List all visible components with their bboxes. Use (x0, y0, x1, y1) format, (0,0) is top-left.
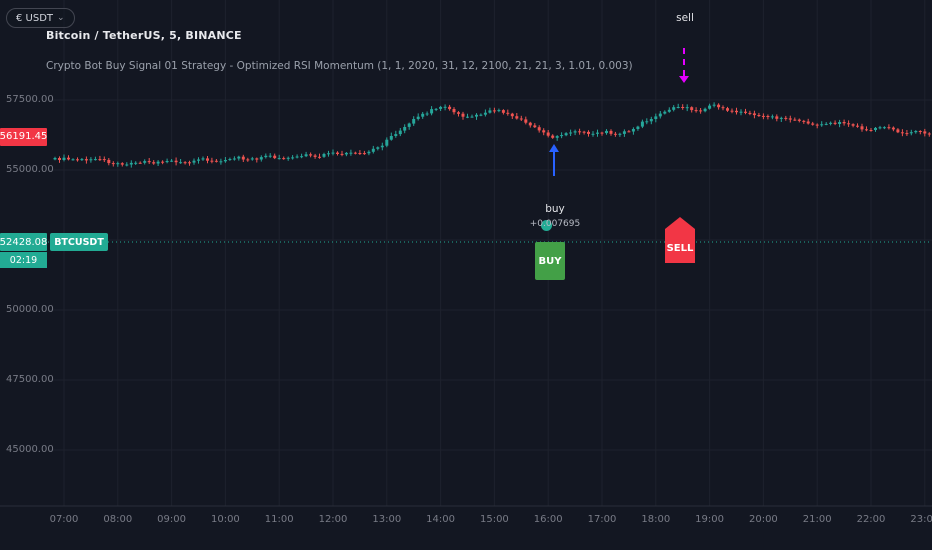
tracked-symbol-tag: BTCUSDT (50, 233, 108, 251)
time-tick-label: 07:00 (49, 514, 79, 525)
symbol-title[interactable]: Bitcoin / TetherUS, 5, BINANCE (46, 29, 242, 42)
time-tick-label: 09:00 (157, 514, 186, 525)
buy-point-icon (541, 220, 552, 231)
time-tick-label: 19:00 (695, 514, 724, 525)
time-tick-label: 23:00 (910, 514, 932, 525)
price-tick-label: 50000.00 (6, 304, 54, 315)
price-tick-label: 45000.00 (6, 444, 54, 455)
price-tick-label: 47500.00 (6, 374, 54, 385)
buy-trade-label: BUY (535, 242, 565, 280)
strategy-title[interactable]: Crypto Bot Buy Signal 01 Strategy - Opti… (46, 60, 633, 72)
time-tick-label: 16:00 (533, 514, 563, 525)
sell-signal-label: sell (676, 12, 694, 24)
time-tick-label: 14:00 (426, 514, 455, 525)
time-tick-label: 10:00 (210, 514, 240, 525)
grid (48, 0, 932, 506)
time-tick-label: 08:00 (103, 514, 133, 525)
time-tick-label: 15:00 (479, 514, 509, 525)
last-price-tag: 56191.45 (0, 127, 47, 146)
time-tick-label: 12:00 (318, 514, 348, 525)
time-scale[interactable]: 07:00 08:00 09:00 10:00 11:00 12:00 13:00 14:00… (0, 506, 932, 550)
currency-toggle-button[interactable]: € USDT ⌄ (6, 8, 75, 28)
time-tick-label: 13:00 (372, 514, 402, 525)
time-tick-label: 17:00 (587, 514, 617, 525)
candles (53, 102, 931, 168)
time-tick-label: 20:00 (748, 514, 778, 525)
bar-countdown-tag: 02:19 (0, 252, 47, 268)
time-tick-label: 22:00 (856, 514, 886, 525)
sell-signal-arrow-icon (679, 48, 691, 83)
price-scale[interactable]: 57500.00 55000.00 50000.00 47500.00 45000.00 (0, 0, 54, 506)
currency-toggle-label: € USDT (16, 12, 54, 24)
time-tick-label: 18:00 (641, 514, 671, 525)
buy-signal-label: buy (545, 203, 565, 215)
chevron-down-icon: ⌄ (57, 12, 65, 23)
time-tick-label: 11:00 (264, 514, 294, 525)
buy-signal-arrow-icon (549, 144, 561, 176)
price-tick-label: 55000.00 (6, 164, 54, 175)
price-tick-label: 57500.00 (6, 94, 54, 105)
buy-qty-label: +0.007695 (529, 219, 581, 229)
buy-qty-marker: +0.007695 (529, 219, 581, 233)
tracked-price-tag: 52428.08 (0, 233, 47, 251)
time-tick-label: 21:00 (802, 514, 832, 525)
